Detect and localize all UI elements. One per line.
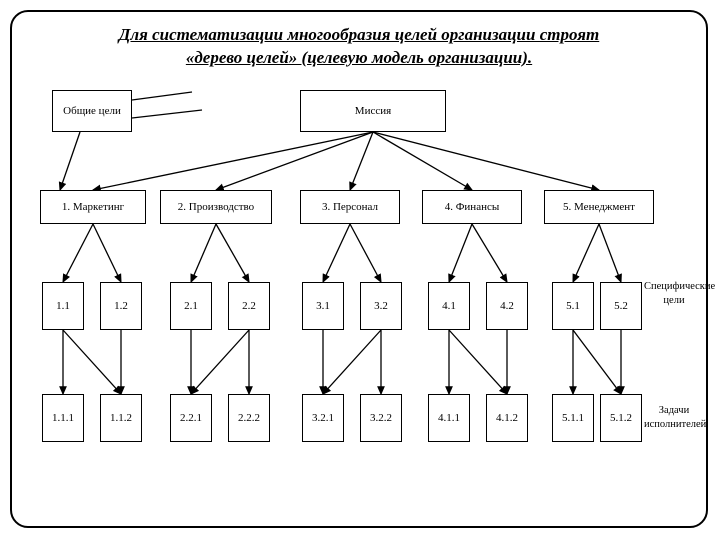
level3-box-1: 1.1.2 [100, 394, 142, 442]
level2-box-8: 5.1 [552, 282, 594, 330]
level3-box-4: 3.2.1 [302, 394, 344, 442]
level3-box-9: 5.1.2 [600, 394, 642, 442]
label-specific-goals: Специфические цели [644, 280, 704, 307]
level3-box-0: 1.1.1 [42, 394, 84, 442]
level3-box-5: 3.2.2 [360, 394, 402, 442]
title-line2: «дерево целей» (целевую модель организац… [186, 48, 532, 67]
level2-box-3: 2.2 [228, 282, 270, 330]
level1-box-4: 5. Менеджмент [544, 190, 654, 224]
box-general-goals: Общие цели [52, 90, 132, 132]
label-tasks: Задачи исполнителей [644, 404, 704, 431]
level3-box-7: 4.1.2 [486, 394, 528, 442]
diagram-frame: Для систематизации многообразия целей ор… [10, 10, 708, 528]
level1-box-2: 3. Персонал [300, 190, 400, 224]
label-general-goals: Общие цели [63, 105, 121, 117]
level1-box-0: 1. Маркетинг [40, 190, 146, 224]
level3-box-2: 2.2.1 [170, 394, 212, 442]
level3-box-8: 5.1.1 [552, 394, 594, 442]
level2-box-9: 5.2 [600, 282, 642, 330]
level2-box-1: 1.2 [100, 282, 142, 330]
level3-box-3: 2.2.2 [228, 394, 270, 442]
level2-box-6: 4.1 [428, 282, 470, 330]
label-mission: Миссия [355, 105, 391, 117]
box-mission: Миссия [300, 90, 446, 132]
text-tasks: Задачи исполнителей [644, 405, 706, 430]
diagram-title: Для систематизации многообразия целей ор… [12, 24, 706, 70]
level2-box-2: 2.1 [170, 282, 212, 330]
level2-box-4: 3.1 [302, 282, 344, 330]
level1-box-1: 2. Производство [160, 190, 272, 224]
text-specific-goals: Специфические цели [644, 281, 715, 306]
level1-box-3: 4. Финансы [422, 190, 522, 224]
level2-box-7: 4.2 [486, 282, 528, 330]
level2-box-0: 1.1 [42, 282, 84, 330]
level2-box-5: 3.2 [360, 282, 402, 330]
level3-box-6: 4.1.1 [428, 394, 470, 442]
title-line1: Для систематизации многообразия целей ор… [119, 25, 600, 44]
